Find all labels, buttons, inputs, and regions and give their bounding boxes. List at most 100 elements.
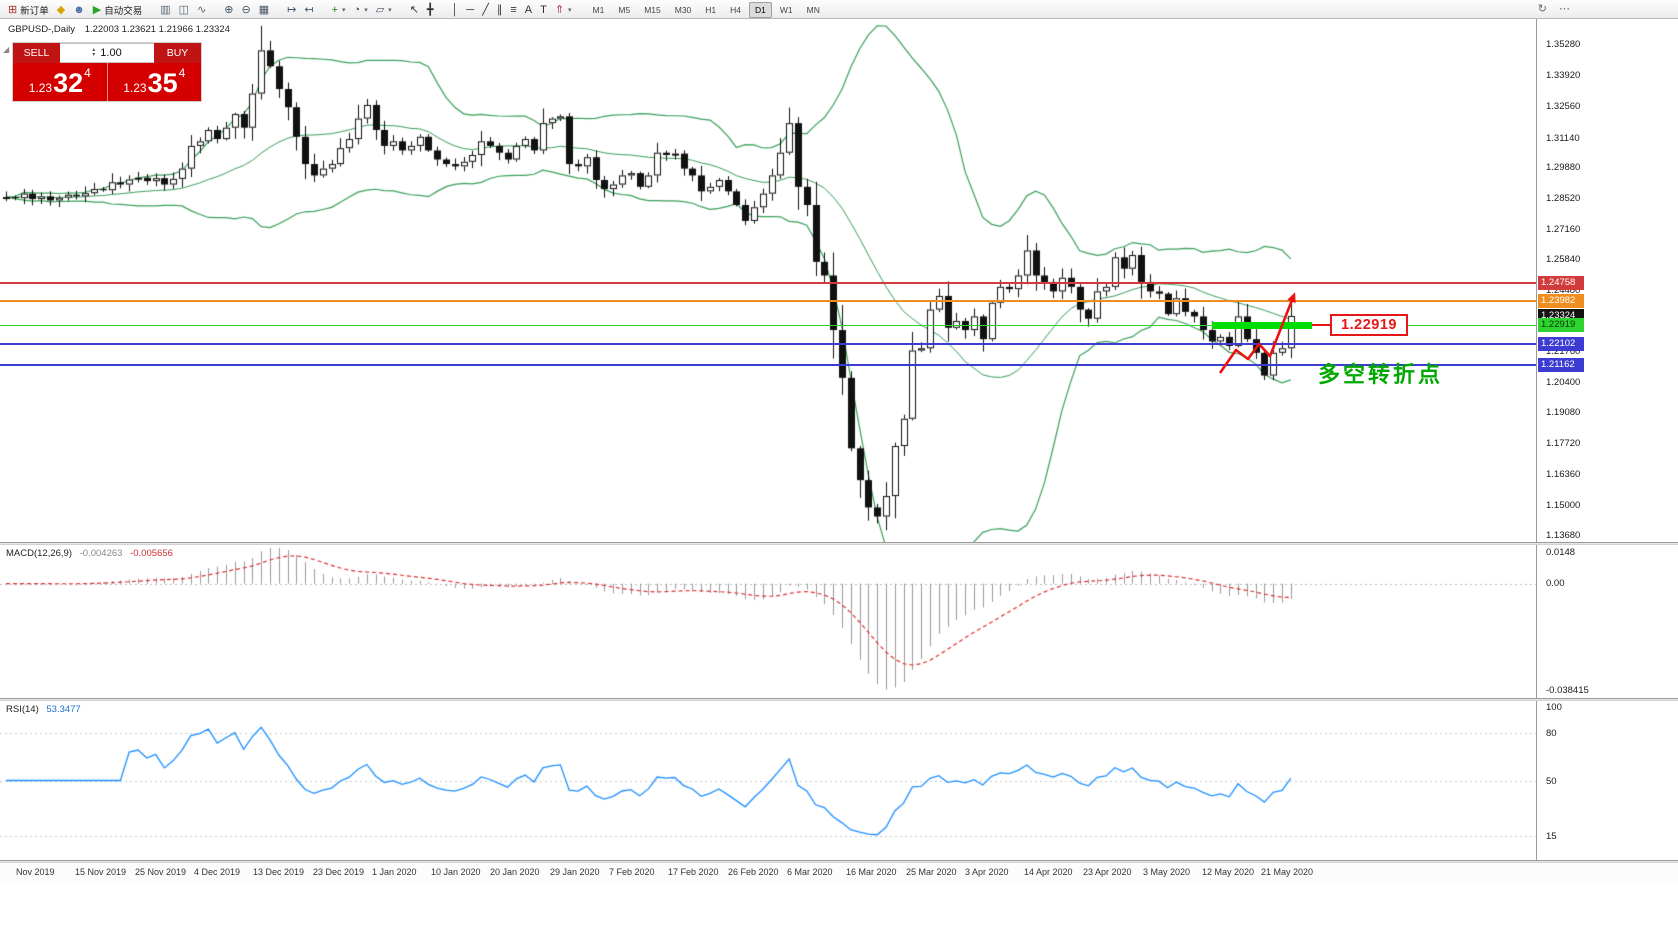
- date-label: 26 Feb 2020: [728, 867, 779, 877]
- pane-separator[interactable]: [0, 542, 1678, 545]
- new-order-label: 新订单: [20, 6, 49, 17]
- timeframe-h4-button[interactable]: H4: [730, 4, 742, 15]
- pane-separator[interactable]: [0, 698, 1678, 701]
- trade-panel-collapse-icon[interactable]: ◢: [3, 45, 10, 54]
- timeframe-m30-button[interactable]: M30: [674, 4, 692, 15]
- buy-price[interactable]: 1.23 35 4: [106, 63, 202, 101]
- fibonacci-tool-icon[interactable]: ≡: [506, 2, 520, 19]
- price-axis-label: 1.20400: [1546, 377, 1581, 388]
- date-label: 3 Apr 2020: [965, 867, 1009, 877]
- more-icon[interactable]: ⋯: [1559, 3, 1570, 15]
- sell-price[interactable]: 1.23 32 4: [13, 63, 107, 101]
- templates-icon[interactable]: ▱ ▾: [372, 2, 396, 19]
- trendline-tool-icon[interactable]: ╱: [478, 2, 493, 19]
- pivot-note-text[interactable]: 多空转折点: [1318, 362, 1444, 387]
- price-axis-label: 1.16360: [1546, 469, 1581, 480]
- autotrading-button[interactable]: ▶ 自动交易: [89, 2, 146, 19]
- price-axis-label: 1.13680: [1546, 530, 1581, 541]
- new-order-button[interactable]: ⊞ 新订单: [4, 2, 53, 19]
- indicators-add-icon[interactable]: + ▾: [328, 2, 350, 19]
- cursor-icon[interactable]: ↖: [406, 2, 423, 19]
- tile-windows-icon[interactable]: ▦: [255, 2, 273, 19]
- date-label: 7 Feb 2020: [609, 867, 655, 877]
- price-axis-label: 1.17720: [1546, 438, 1581, 449]
- callout-connector-line: [1312, 324, 1330, 326]
- price-tag-1.21162: 1.21162: [1538, 358, 1584, 372]
- scale-label: 0.0148: [1546, 547, 1576, 558]
- horizontal-line-tool-icon[interactable]: ─: [462, 2, 478, 19]
- chart-line-icon[interactable]: ∿: [193, 2, 210, 19]
- zoom-in-icon[interactable]: ⊕: [220, 2, 237, 19]
- horizontal-line-1.23982[interactable]: [0, 300, 1536, 302]
- chart-line-icon: ∿: [197, 3, 207, 16]
- buy-price-sup: 4: [178, 66, 186, 80]
- profiles-icon: ☻: [73, 3, 85, 16]
- indicators-add-icon: +: [331, 3, 339, 16]
- horizontal-line-1.22919[interactable]: [0, 325, 1536, 326]
- macd-canvas[interactable]: [0, 545, 1536, 698]
- sell-price-main: 32: [53, 68, 84, 98]
- periods-icon[interactable]: ◔ ▾: [350, 2, 372, 19]
- volume-stepper[interactable]: ▴ ▾: [92, 47, 96, 58]
- auto-scroll-icon[interactable]: ↦: [283, 2, 300, 19]
- crosshair-icon[interactable]: ╋: [423, 2, 438, 19]
- new-order-icon: ⊞: [8, 3, 18, 16]
- date-label: 6 Mar 2020: [787, 867, 833, 877]
- text-tool-icon[interactable]: A: [521, 2, 536, 19]
- horizontal-line-tool-icon: ─: [466, 3, 475, 16]
- refresh-icon[interactable]: ↻: [1537, 3, 1547, 15]
- spin-down-icon[interactable]: ▾: [92, 52, 96, 58]
- arrows-tool-icon: ⇑: [554, 3, 565, 16]
- rsi-scale[interactable]: 100 80 50 15: [1536, 701, 1678, 860]
- timeframe-d1-button[interactable]: D1: [749, 1, 772, 18]
- horizontal-line-1.21162[interactable]: [0, 364, 1536, 366]
- arrows-tool-icon[interactable]: ⇑ ▾: [551, 2, 576, 19]
- sell-price-sup: 4: [84, 66, 91, 80]
- date-label: 10 Jan 2020: [431, 867, 481, 877]
- caret-down-icon: ▾: [364, 7, 368, 14]
- price-axis-label: 1.28520: [1546, 193, 1581, 204]
- zoom-out-icon[interactable]: ⊖: [238, 2, 255, 19]
- horizontal-line-1.22102[interactable]: [0, 343, 1536, 345]
- price-callout-box[interactable]: 1.22919: [1330, 314, 1408, 336]
- price-scale[interactable]: 1.35280 1.33920 1.32560 1.31140 1.29880 1.285…: [1536, 19, 1678, 542]
- price-tag-1.23982: 1.23982: [1538, 294, 1584, 308]
- price-axis-label: 1.33920: [1546, 70, 1581, 81]
- macd-signal-value: -0.005656: [130, 548, 173, 559]
- rsi-canvas[interactable]: [0, 701, 1536, 860]
- volume-field[interactable]: ▴ ▾ 1.00: [60, 43, 154, 63]
- price-axis-label: 1.19080: [1546, 407, 1581, 418]
- pivot-zone-highlight[interactable]: [1212, 322, 1312, 329]
- chart-candles-icon[interactable]: ◫: [175, 2, 193, 19]
- sell-button[interactable]: SELL: [13, 43, 60, 63]
- pane-separator[interactable]: [0, 860, 1678, 863]
- buy-button[interactable]: BUY: [154, 43, 201, 63]
- chart-bars-icon[interactable]: ▥: [156, 2, 174, 19]
- date-label: 14 Apr 2020: [1024, 867, 1073, 877]
- metaeditor-icon[interactable]: ◆: [53, 2, 69, 19]
- timeframe-w1-button[interactable]: W1: [779, 4, 793, 15]
- chart-shift-icon[interactable]: ↤: [300, 2, 317, 19]
- caret-down-icon: ▾: [342, 7, 346, 14]
- spin-up-icon[interactable]: ▴: [92, 47, 96, 53]
- volume-value[interactable]: 1.00: [100, 47, 122, 59]
- timeframe-mn-button[interactable]: MN: [806, 4, 820, 15]
- horizontal-line-1.24758[interactable]: [0, 282, 1536, 284]
- timeframe-m5-button[interactable]: M5: [618, 4, 631, 15]
- timeframe-m1-button[interactable]: M1: [592, 4, 605, 15]
- profiles-icon[interactable]: ☻: [69, 2, 89, 19]
- price-axis-label: 1.32560: [1546, 101, 1581, 112]
- symbol-period-label: GBPUSD-,Daily: [8, 24, 76, 35]
- macd-scale[interactable]: 0.0148 0.00 -0.038415: [1536, 545, 1678, 698]
- price-chart-canvas[interactable]: [0, 19, 1536, 542]
- timeframe-h1-button[interactable]: H1: [705, 4, 717, 15]
- vertical-line-tool-icon[interactable]: │: [448, 2, 463, 19]
- time-scale[interactable]: Nov 2019 15 Nov 2019 25 Nov 2019 4 Dec 2019…: [0, 863, 1678, 883]
- channel-tool-icon[interactable]: ∥: [493, 2, 507, 19]
- label-tool-icon[interactable]: T: [536, 2, 551, 19]
- date-label: 17 Feb 2020: [668, 867, 719, 877]
- timeframe-m15-button[interactable]: M15: [644, 4, 661, 15]
- price-axis-label: 1.15000: [1546, 500, 1581, 511]
- date-label: 16 Mar 2020: [846, 867, 897, 877]
